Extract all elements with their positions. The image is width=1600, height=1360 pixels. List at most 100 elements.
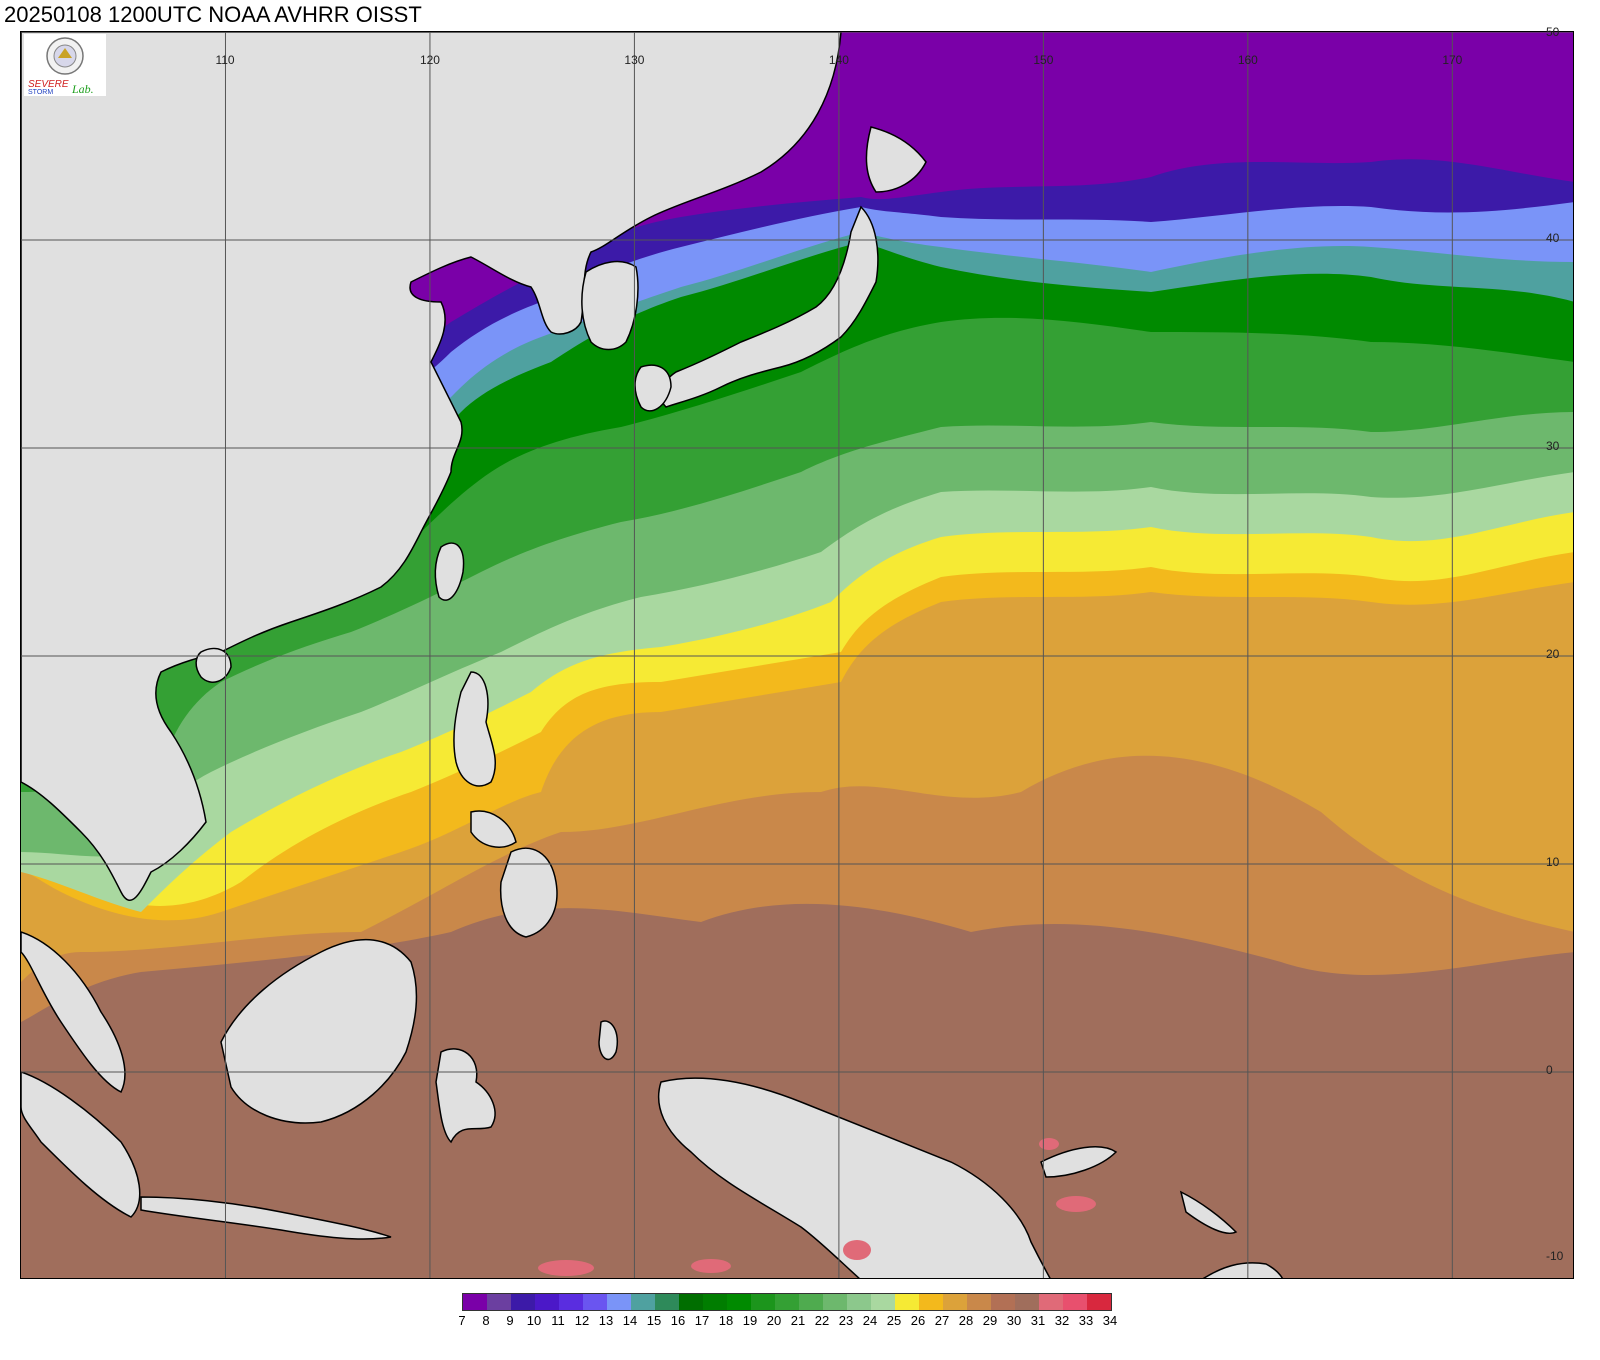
severe-storm-lab-logo: SEVERE STORM Lab. bbox=[24, 34, 106, 96]
colorbar-label-30: 30 bbox=[1006, 1313, 1022, 1328]
colorbar-label-7: 7 bbox=[458, 1313, 466, 1328]
lon-tick-170: 170 bbox=[1442, 53, 1463, 67]
lat-tick-50: 50 bbox=[1546, 25, 1560, 39]
colorbar-label-32: 32 bbox=[1054, 1313, 1070, 1328]
colorbar-label-24: 24 bbox=[862, 1313, 878, 1328]
colorbar-swatch-18 bbox=[727, 1294, 751, 1310]
svg-text:STORM: STORM bbox=[28, 89, 53, 96]
colorbar-swatch-19 bbox=[751, 1294, 775, 1310]
sst-map bbox=[20, 31, 1574, 1279]
colorbar-label-14: 14 bbox=[622, 1313, 638, 1328]
map-title: 20250108 1200UTC NOAA AVHRR OISST bbox=[4, 2, 422, 27]
colorbar-swatch-23 bbox=[847, 1294, 871, 1310]
hainan bbox=[195, 647, 232, 683]
colorbar-label-26: 26 bbox=[910, 1313, 926, 1328]
colorbar-label-11: 11 bbox=[551, 1313, 565, 1328]
new-guinea bbox=[657, 1077, 1051, 1278]
colorbar-label-33: 33 bbox=[1078, 1313, 1094, 1328]
colorbar-swatch-12 bbox=[583, 1294, 607, 1310]
colorbar-swatch-14 bbox=[631, 1294, 655, 1310]
colorbar-swatch-27 bbox=[943, 1294, 967, 1310]
colorbar-label-29: 29 bbox=[982, 1313, 998, 1328]
borneo bbox=[220, 939, 418, 1124]
asia-mainland bbox=[21, 32, 842, 901]
colorbar-label-20: 20 bbox=[766, 1313, 782, 1328]
halmahera bbox=[598, 1020, 618, 1061]
colorbar-swatch-10 bbox=[535, 1294, 559, 1310]
colorbar-swatch-7 bbox=[463, 1294, 487, 1310]
colorbar-label-28: 28 bbox=[958, 1313, 974, 1328]
colorbar-swatch-24 bbox=[871, 1294, 895, 1310]
colorbar-swatch-20 bbox=[775, 1294, 799, 1310]
colorbar-label-15: 15 bbox=[646, 1313, 662, 1328]
colorbar-label-34: 34 bbox=[1102, 1313, 1118, 1328]
colorbar-label-12: 12 bbox=[574, 1313, 590, 1328]
lat-tick-40: 40 bbox=[1546, 231, 1560, 245]
colorbar-label-21: 21 bbox=[790, 1313, 806, 1328]
colorbar-swatch-22 bbox=[823, 1294, 847, 1310]
svg-text:Lab.: Lab. bbox=[71, 82, 94, 96]
svg-text:SEVERE: SEVERE bbox=[28, 79, 69, 90]
solomon-islands bbox=[1179, 1190, 1238, 1234]
colorbar-swatch-17 bbox=[703, 1294, 727, 1310]
lat-tick-30: 30 bbox=[1546, 439, 1560, 453]
colorbar-label-18: 18 bbox=[718, 1313, 734, 1328]
colorbar-swatch-29 bbox=[991, 1294, 1015, 1310]
korea-peninsula bbox=[581, 260, 639, 351]
colorbar-swatch-30 bbox=[1015, 1294, 1039, 1310]
colorbar-swatch-13 bbox=[607, 1294, 631, 1310]
graticule bbox=[21, 32, 1573, 1278]
lon-tick-150: 150 bbox=[1033, 53, 1054, 67]
colorbar-label-16: 16 bbox=[670, 1313, 686, 1328]
warm-pocket-b bbox=[1039, 1138, 1059, 1150]
colorbar-label-23: 23 bbox=[838, 1313, 854, 1328]
colorbar-label-13: 13 bbox=[598, 1313, 614, 1328]
land-masses bbox=[21, 32, 1283, 1278]
colorbar-swatch-32 bbox=[1063, 1294, 1087, 1310]
warm-pocket-e bbox=[843, 1240, 871, 1260]
sst-field bbox=[21, 32, 1573, 1278]
colorbar-swatch-28 bbox=[967, 1294, 991, 1310]
luzon bbox=[453, 671, 497, 787]
warm-pocket-a bbox=[1056, 1196, 1096, 1212]
colorbar-label-17: 17 bbox=[694, 1313, 710, 1328]
warm-pocket-c bbox=[538, 1260, 594, 1276]
lon-tick-110: 110 bbox=[215, 53, 235, 67]
sumatra bbox=[21, 1071, 141, 1218]
colorbar-label-8: 8 bbox=[482, 1313, 490, 1328]
lat-tick-20: 20 bbox=[1546, 647, 1560, 661]
colorbar-label-19: 19 bbox=[742, 1313, 758, 1328]
lon-tick-130: 130 bbox=[624, 53, 645, 67]
colorbar-label-27: 27 bbox=[934, 1313, 950, 1328]
new-britain bbox=[1040, 1146, 1118, 1178]
hokkaido bbox=[865, 126, 927, 193]
lon-tick-120: 120 bbox=[419, 53, 440, 67]
lat-tick-10: 10 bbox=[1546, 855, 1560, 869]
warm-pockets bbox=[538, 1138, 1096, 1276]
colorbar-swatch-31 bbox=[1039, 1294, 1063, 1310]
malay-peninsula bbox=[21, 931, 126, 1094]
colorbar-swatch-11 bbox=[559, 1294, 583, 1310]
colorbar-swatch-15 bbox=[655, 1294, 679, 1310]
australia-north bbox=[1202, 1262, 1283, 1278]
colorbar-swatch-9 bbox=[511, 1294, 535, 1310]
lat-tick-0: 0 bbox=[1546, 1063, 1553, 1077]
colorbar-swatch-25 bbox=[895, 1294, 919, 1310]
colorbar-swatch-21 bbox=[799, 1294, 823, 1310]
java bbox=[140, 1196, 392, 1240]
japan-main bbox=[660, 205, 879, 408]
sst-colorbar bbox=[462, 1293, 1112, 1311]
colorbar-swatch-33 bbox=[1087, 1294, 1111, 1310]
colorbar-label-10: 10 bbox=[526, 1313, 542, 1328]
warm-pocket-d bbox=[691, 1259, 731, 1273]
taiwan bbox=[434, 542, 465, 601]
lon-tick-160: 160 bbox=[1237, 53, 1258, 67]
colorbar-label-22: 22 bbox=[814, 1313, 830, 1328]
colorbar-swatch-16 bbox=[679, 1294, 703, 1310]
colorbar-label-31: 31 bbox=[1030, 1313, 1046, 1328]
colorbar-swatch-26 bbox=[919, 1294, 943, 1310]
colorbar-label-9: 9 bbox=[506, 1313, 514, 1328]
lat-tick--10: -10 bbox=[1546, 1249, 1564, 1263]
mindanao bbox=[499, 847, 558, 938]
kyushu bbox=[634, 364, 672, 412]
